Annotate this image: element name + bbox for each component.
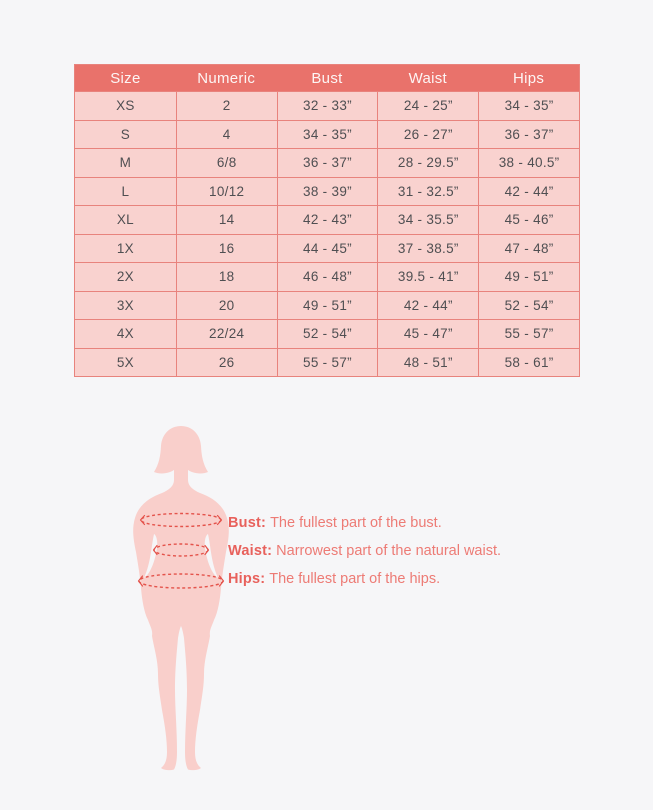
cell-hips: 49 - 51” — [478, 262, 579, 291]
cell-hips: 52 - 54” — [478, 290, 579, 319]
table-row: XL 14 42 - 43” 34 - 35.5” 45 - 46” — [75, 205, 579, 234]
bust-note-text: The fullest part of the bust. — [270, 515, 442, 531]
cell-waist: 45 - 47” — [377, 319, 479, 348]
hips-note-text: The fullest part of the hips. — [269, 571, 441, 587]
table-row: 2X 18 46 - 48” 39.5 - 41” 49 - 51” — [75, 262, 579, 291]
cell-size: 5X — [75, 347, 176, 376]
body-measurement-figure — [126, 424, 236, 772]
size-chart: Size Numeric Bust Waist Hips XS 2 32 - 33” 24 -… — [74, 64, 580, 377]
cell-hips: 36 - 37” — [478, 119, 579, 148]
cell-size: XS — [75, 91, 176, 120]
table-row: L 10/12 38 - 39” 31 - 32.5” 42 - 44” — [75, 176, 579, 205]
cell-numeric: 26 — [175, 347, 277, 376]
cell-size: S — [75, 119, 176, 148]
cell-waist: 42 - 44” — [377, 290, 479, 319]
cell-bust: 34 - 35” — [276, 119, 378, 148]
cell-bust: 44 - 45” — [276, 233, 378, 262]
cell-hips: 47 - 48” — [478, 233, 579, 262]
column-header-hips: Hips — [478, 65, 579, 91]
column-header-size: Size — [75, 65, 176, 91]
cell-numeric: 14 — [175, 205, 277, 234]
size-table-body: XS 2 32 - 33” 24 - 25” 34 - 35” S 4 34 - 35” 26 … — [75, 91, 579, 376]
table-row: XS 2 32 - 33” 24 - 25” 34 - 35” — [75, 91, 579, 120]
table-row: 5X 26 55 - 57” 48 - 51” 58 - 61” — [75, 347, 579, 376]
hips-note: Hips: The fullest part of the hips. — [228, 565, 558, 593]
cell-size: 4X — [75, 319, 176, 348]
header-row: Size Numeric Bust Waist Hips — [75, 65, 579, 91]
cell-hips: 38 - 40.5” — [478, 148, 579, 177]
cell-bust: 36 - 37” — [276, 148, 378, 177]
waist-note: Waist: Narrowest part of the natural wais… — [228, 537, 558, 565]
size-table-header: Size Numeric Bust Waist Hips — [75, 65, 579, 91]
cell-numeric: 6/8 — [175, 148, 277, 177]
cell-bust: 55 - 57” — [276, 347, 378, 376]
column-header-bust: Bust — [276, 65, 378, 91]
cell-waist: 39.5 - 41” — [377, 262, 479, 291]
cell-waist: 26 - 27” — [377, 119, 479, 148]
cell-waist: 48 - 51” — [377, 347, 479, 376]
cell-hips: 42 - 44” — [478, 176, 579, 205]
cell-waist: 37 - 38.5” — [377, 233, 479, 262]
cell-bust: 49 - 51” — [276, 290, 378, 319]
table-row: 1X 16 44 - 45” 37 - 38.5” 47 - 48” — [75, 233, 579, 262]
waist-note-label: Waist: — [228, 543, 273, 559]
cell-waist: 28 - 29.5” — [377, 148, 479, 177]
cell-bust: 42 - 43” — [276, 205, 378, 234]
hips-note-label: Hips: — [228, 571, 266, 587]
cell-bust: 46 - 48” — [276, 262, 378, 291]
cell-numeric: 22/24 — [175, 319, 277, 348]
cell-bust: 32 - 33” — [276, 91, 378, 120]
waist-note-text: Narrowest part of the natural waist. — [276, 543, 502, 559]
cell-waist: 31 - 32.5” — [377, 176, 479, 205]
cell-numeric: 2 — [175, 91, 277, 120]
cell-numeric: 4 — [175, 119, 277, 148]
female-silhouette-icon — [133, 426, 229, 771]
cell-size: 1X — [75, 233, 176, 262]
cell-size: L — [75, 176, 176, 205]
bust-note: Bust: The fullest part of the bust. — [228, 509, 558, 537]
cell-bust: 52 - 54” — [276, 319, 378, 348]
cell-size: 2X — [75, 262, 176, 291]
cell-numeric: 20 — [175, 290, 277, 319]
cell-bust: 38 - 39” — [276, 176, 378, 205]
bust-note-label: Bust: — [228, 515, 267, 531]
cell-size: 3X — [75, 290, 176, 319]
column-header-numeric: Numeric — [175, 65, 277, 91]
cell-numeric: 10/12 — [175, 176, 277, 205]
table-row: 3X 20 49 - 51” 42 - 44” 52 - 54” — [75, 290, 579, 319]
cell-hips: 45 - 46” — [478, 205, 579, 234]
cell-waist: 24 - 25” — [377, 91, 479, 120]
cell-waist: 34 - 35.5” — [377, 205, 479, 234]
size-table: Size Numeric Bust Waist Hips XS 2 32 - 33” 24 -… — [74, 64, 580, 377]
cell-hips: 34 - 35” — [478, 91, 579, 120]
cell-numeric: 18 — [175, 262, 277, 291]
table-row: M 6/8 36 - 37” 28 - 29.5” 38 - 40.5” — [75, 148, 579, 177]
cell-hips: 58 - 61” — [478, 347, 579, 376]
table-row: 4X 22/24 52 - 54” 45 - 47” 55 - 57” — [75, 319, 579, 348]
column-header-waist: Waist — [377, 65, 479, 91]
cell-hips: 55 - 57” — [478, 319, 579, 348]
cell-size: M — [75, 148, 176, 177]
table-row: S 4 34 - 35” 26 - 27” 36 - 37” — [75, 119, 579, 148]
measurement-notes: Bust: The fullest part of the bust. Waist… — [228, 509, 558, 593]
cell-size: XL — [75, 205, 176, 234]
cell-numeric: 16 — [175, 233, 277, 262]
